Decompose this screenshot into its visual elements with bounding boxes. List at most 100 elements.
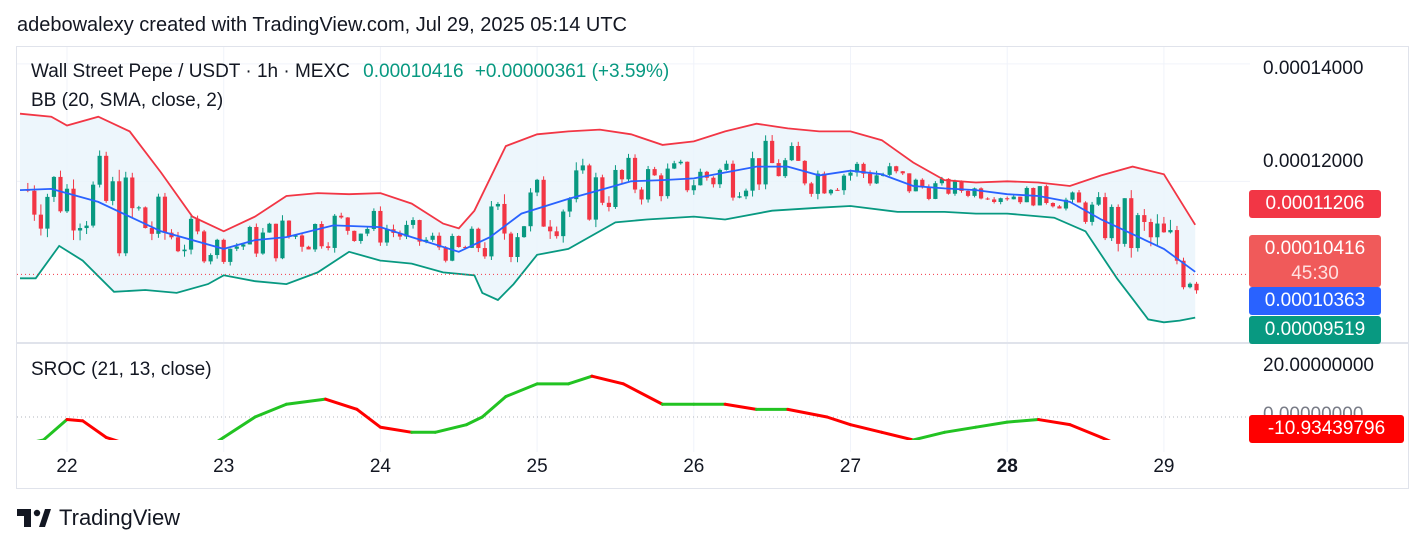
candle-body: [45, 196, 50, 229]
candle-body: [698, 171, 703, 186]
candle-body: [554, 231, 559, 237]
sroc-segment: [480, 395, 508, 419]
candle-body: [143, 207, 148, 229]
candle-body: [724, 163, 729, 170]
candle-body: [77, 228, 83, 231]
candle-body: [286, 220, 292, 237]
candle-body: [182, 249, 187, 252]
candle-body: [639, 189, 644, 200]
sroc-segment: [849, 423, 884, 434]
time-axis-tick: 22: [56, 456, 77, 477]
candle-body: [1089, 204, 1095, 222]
candle-body: [965, 190, 971, 196]
candle-body: [730, 163, 736, 198]
sroc-line: [36, 374, 1111, 440]
sroc-segment: [504, 382, 539, 399]
candle-body: [117, 181, 122, 254]
sroc-segment: [222, 415, 257, 439]
candle-body: [1063, 199, 1069, 209]
sroc-segment: [566, 374, 594, 386]
candle-body: [770, 140, 775, 164]
candle-body: [632, 157, 638, 190]
candle-body: [796, 146, 801, 161]
candle-body: [306, 246, 311, 250]
sroc-segment: [1037, 418, 1072, 427]
sroc-segment: [825, 415, 852, 427]
candle-body: [541, 179, 546, 227]
candle-body: [900, 171, 905, 174]
candle-body: [1135, 215, 1140, 249]
candle-body: [1083, 202, 1088, 222]
candle-body: [234, 246, 239, 249]
candle-body: [417, 220, 422, 242]
candle-body: [195, 218, 200, 232]
candle-body: [1181, 260, 1186, 288]
candle-body: [574, 170, 579, 200]
candle-body: [202, 231, 207, 262]
candle-body: [1155, 223, 1160, 238]
sroc-segment: [65, 418, 85, 423]
candle-body: [998, 198, 1003, 202]
candle-body: [854, 163, 860, 173]
candle-body: [841, 175, 847, 191]
candle-body: [188, 218, 194, 250]
time-axis-tick: 27: [840, 456, 861, 477]
candle-body: [1018, 196, 1023, 203]
symbol-legend[interactable]: Wall Street Pepe / USDT · 1h · MEXC 0.00…: [31, 61, 669, 83]
candle-body: [1122, 198, 1127, 244]
candle-body: [267, 223, 272, 233]
sroc-segment: [104, 435, 120, 440]
candle-body: [241, 244, 246, 247]
candle-body: [652, 169, 657, 176]
sroc-indicator-legend[interactable]: SROC (21, 13, close): [31, 359, 212, 380]
candle-body: [162, 196, 168, 233]
sroc-segment: [36, 438, 45, 440]
candle-body: [1103, 197, 1108, 239]
bollinger-basis-line: [19, 165, 1196, 273]
candle-body: [130, 177, 135, 209]
candle-body: [828, 189, 834, 194]
candle-body: [1116, 206, 1121, 244]
candle-body: [397, 232, 403, 237]
candle-body: [104, 155, 109, 201]
tradingview-branding[interactable]: TradingView: [17, 505, 180, 531]
candle-body: [1044, 186, 1049, 203]
time-axis-tick: 28: [997, 456, 1018, 477]
candle-body: [1109, 206, 1114, 239]
candle-body: [606, 202, 612, 207]
candle-body: [469, 228, 474, 248]
sroc-segment: [1099, 435, 1111, 440]
sroc-segment: [621, 382, 664, 406]
candle-body: [933, 183, 938, 199]
candle-body: [319, 223, 324, 247]
price-change-value: +0.00000361 (+3.59%): [474, 61, 670, 82]
bollinger-lower-band: [20, 205, 1196, 324]
candle-body: [437, 235, 442, 248]
time-axis-tick: 29: [1153, 456, 1174, 477]
candle-body: [365, 228, 370, 234]
candle-body: [58, 176, 63, 212]
candle-body: [593, 177, 598, 220]
candle-body: [515, 237, 520, 257]
candle-body: [887, 166, 892, 175]
time-axis[interactable]: 22 23 24 25 26 27 28 29: [56, 456, 1174, 477]
candle-body: [208, 255, 213, 262]
candle-body: [521, 226, 527, 238]
candle-body: [1174, 230, 1180, 261]
candle-body: [476, 228, 481, 249]
sroc-segment: [911, 430, 947, 440]
candle-body: [580, 165, 585, 171]
candle-body: [1161, 223, 1166, 233]
sroc-segment: [465, 415, 484, 427]
candle-body: [737, 196, 742, 198]
bb-indicator-legend[interactable]: BB (20, SMA, close, 2): [31, 90, 224, 111]
candle-body: [332, 215, 337, 248]
candle-body: [783, 160, 788, 177]
sroc-segment: [786, 407, 829, 419]
candle-body: [626, 157, 631, 180]
candle-body: [528, 192, 533, 227]
tradingview-logo-icon: [17, 509, 51, 527]
candle-body: [51, 176, 57, 197]
sroc-segment: [324, 397, 359, 411]
